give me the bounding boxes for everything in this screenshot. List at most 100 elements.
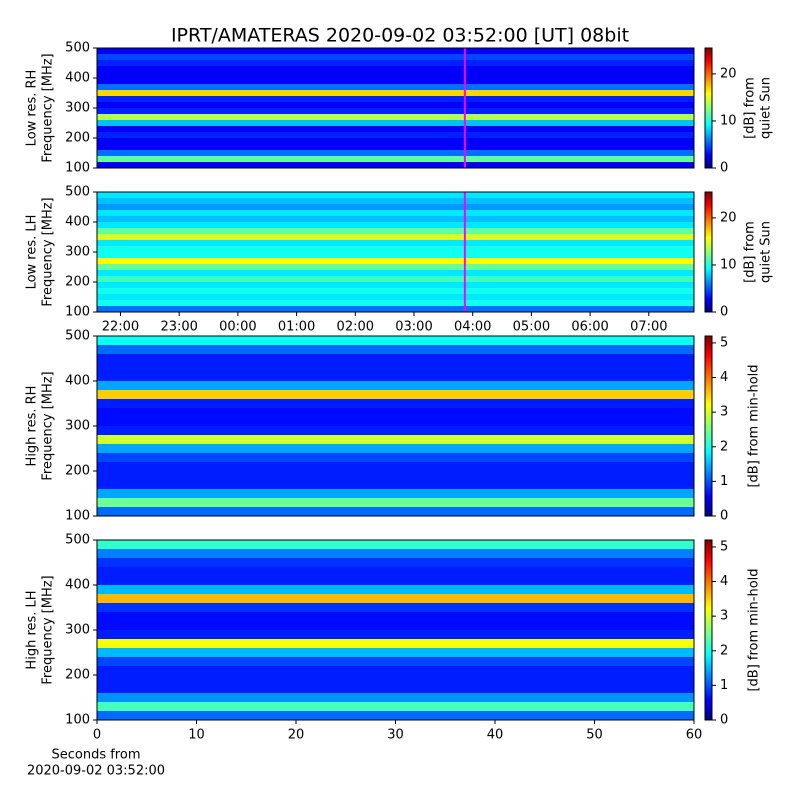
spectrum-band [97, 258, 694, 264]
spectrum-band [97, 210, 694, 216]
spectrum-band [97, 192, 694, 198]
spectrum-band [97, 138, 694, 144]
spectrum-band [97, 702, 694, 711]
spectrum-band [97, 252, 694, 258]
spectrum-band [97, 276, 694, 282]
spectrum-band [97, 156, 694, 162]
x-tick-label: 01:00 [278, 320, 315, 335]
spectrum-band [97, 222, 694, 228]
colorbar-label: [dB] from [743, 77, 758, 139]
spectrum-band [97, 417, 694, 426]
spectrum-band [97, 162, 694, 168]
x-tick-label: 00:00 [219, 320, 256, 335]
y-tick-label: 400 [65, 71, 90, 86]
spectrum-band [97, 354, 694, 363]
spectrum-band [97, 426, 694, 435]
spectrum-band [97, 675, 694, 684]
spectrum-band [97, 66, 694, 72]
spectrum-band [97, 78, 694, 84]
x-tick-label: 40 [487, 728, 504, 743]
spectrum-band [97, 576, 694, 585]
colorbar-tick-label: 1 [720, 678, 728, 693]
y-tick-label: 100 [65, 509, 90, 524]
colorbar-tick-label: 10 [720, 257, 737, 272]
colorbar-tick-label: 20 [720, 66, 737, 81]
spectrum-band [97, 621, 694, 630]
colorbar-label: [dB] from min-hold [747, 568, 762, 691]
colorbar-tick-label: 3 [720, 609, 728, 624]
spectrum-band [97, 549, 694, 558]
y-tick-label: 200 [65, 668, 90, 683]
spectrum-band [97, 336, 694, 345]
spectrum-band [97, 90, 694, 96]
colorbar-tick-label: 2 [720, 439, 728, 454]
y-tick-label: 300 [65, 623, 90, 638]
spectrum-band [97, 306, 694, 312]
y-tick-label: 200 [65, 464, 90, 479]
spectrum-band [97, 282, 694, 288]
spectrum-band [97, 684, 694, 693]
y-axis-label: Low res. RH [25, 70, 40, 147]
y-tick-label: 100 [65, 305, 90, 320]
colorbar-tick-label: 0 [720, 161, 728, 176]
x-tick-label: 0 [93, 728, 101, 743]
spectrum-band [97, 666, 694, 675]
y-axis-label: Frequency [MHz] [41, 371, 56, 480]
y-tick-label: 400 [65, 374, 90, 389]
colorbar [704, 335, 713, 517]
spectrum-band [97, 270, 694, 276]
spectrum-band [97, 657, 694, 666]
colorbar-tick-label: 0 [720, 509, 728, 524]
spectrum-band [97, 234, 694, 240]
colorbar-tick-label: 4 [720, 574, 728, 589]
colorbar-label: quiet Sun [759, 77, 774, 139]
x-axis-label: 2020-09-02 03:52:00 [27, 764, 165, 779]
spectrum-band [97, 345, 694, 354]
colorbar-tick-label: 2 [720, 643, 728, 658]
spectrum-band [97, 294, 694, 300]
spectrum-band [97, 198, 694, 204]
y-tick-label: 300 [65, 245, 90, 260]
y-tick-label: 400 [65, 578, 90, 593]
spectrum-band [97, 612, 694, 621]
y-tick-label: 100 [65, 713, 90, 728]
spectrum-band [97, 444, 694, 453]
y-axis-label: High res. RH [25, 386, 40, 467]
colorbar-label: [dB] from min-hold [747, 364, 762, 487]
colorbar-tick-label: 20 [720, 210, 737, 225]
spectrum-band [97, 84, 694, 90]
spectrum-band [97, 300, 694, 306]
colorbar-tick-label: 0 [720, 713, 728, 728]
colorbar-tick-label: 1 [720, 474, 728, 489]
y-tick-label: 500 [65, 185, 90, 200]
spectrum-band [97, 288, 694, 294]
spectrum-band [97, 381, 694, 390]
spectrum-band [97, 246, 694, 252]
spectrum-band [97, 264, 694, 270]
colorbar-tick-label: 0 [720, 305, 728, 320]
y-axis-label: High res. LH [25, 590, 40, 669]
y-tick-label: 200 [65, 275, 90, 290]
x-axis-label: Seconds from [51, 748, 140, 763]
spectrum-band [97, 462, 694, 471]
x-tick-label: 02:00 [337, 320, 374, 335]
spectrum-band [97, 471, 694, 480]
y-axis-label: Frequency [MHz] [41, 575, 56, 684]
spectrum-band [97, 96, 694, 102]
spectrum-band [97, 711, 694, 720]
spectrum-band [97, 585, 694, 594]
x-tick-label: 03:00 [395, 320, 432, 335]
colorbar-label: quiet Sun [759, 221, 774, 283]
spectrum-band [97, 693, 694, 702]
spectrum-band [97, 240, 694, 246]
spectrum-band [97, 60, 694, 66]
y-tick-label: 500 [65, 329, 90, 344]
y-tick-label: 500 [65, 533, 90, 548]
colorbar [704, 539, 713, 721]
spectrum-band [97, 126, 694, 132]
x-tick-label: 07:00 [630, 320, 667, 335]
spectrum-band [97, 390, 694, 399]
spectrum-band [97, 489, 694, 498]
spectrum-band [97, 132, 694, 138]
